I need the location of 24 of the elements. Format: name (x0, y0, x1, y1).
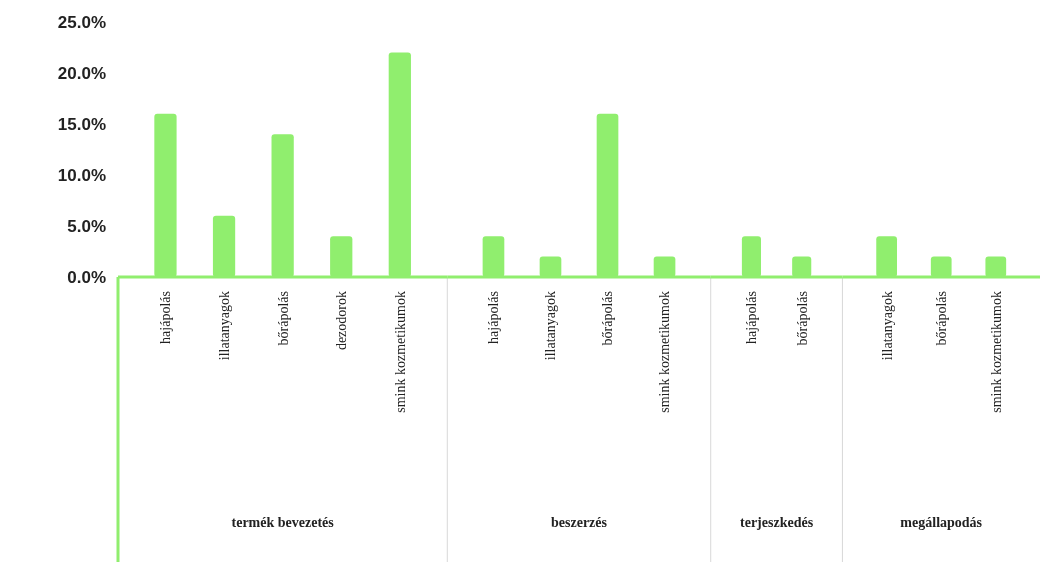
x-tick-label: smink kozmetikumok (657, 291, 673, 413)
x-tick-label: bőrápolás (600, 291, 616, 346)
x-tick-label: hajápolás (158, 291, 174, 344)
x-tick-label: hajápolás (486, 291, 502, 344)
x-tick-label: bőrápolás (934, 291, 950, 346)
x-tick-label: illatanyagok (879, 291, 895, 361)
y-tick-label: 0.0% (67, 267, 106, 287)
x-tick-label: smink kozmetikumok (392, 291, 408, 413)
x-tick-label: hajápolás (744, 291, 760, 344)
x-axis-title: megállapodás (900, 515, 983, 530)
x-tick-label: dezodorok (334, 291, 350, 351)
y-tick-label: 25.0% (57, 12, 106, 32)
y-tick-label: 5.0% (67, 216, 106, 236)
y-tick-label: 15.0% (57, 114, 106, 134)
x-tick-label: bőrápolás (794, 291, 810, 346)
x-axis-title: terjeszkedés (740, 515, 814, 530)
x-tick-label: smink kozmetikumok (988, 291, 1004, 413)
x-tick-label: bőrápolás (275, 291, 291, 346)
y-tick-label: 10.0% (57, 165, 106, 185)
y-tick-label: 20.0% (57, 63, 106, 83)
x-axis-title: beszerzés (551, 515, 608, 530)
x-tick-label: illatanyagok (543, 291, 559, 361)
x-tick-label: illatanyagok (216, 291, 232, 361)
x-axis-title: termék bevezetés (231, 515, 335, 530)
